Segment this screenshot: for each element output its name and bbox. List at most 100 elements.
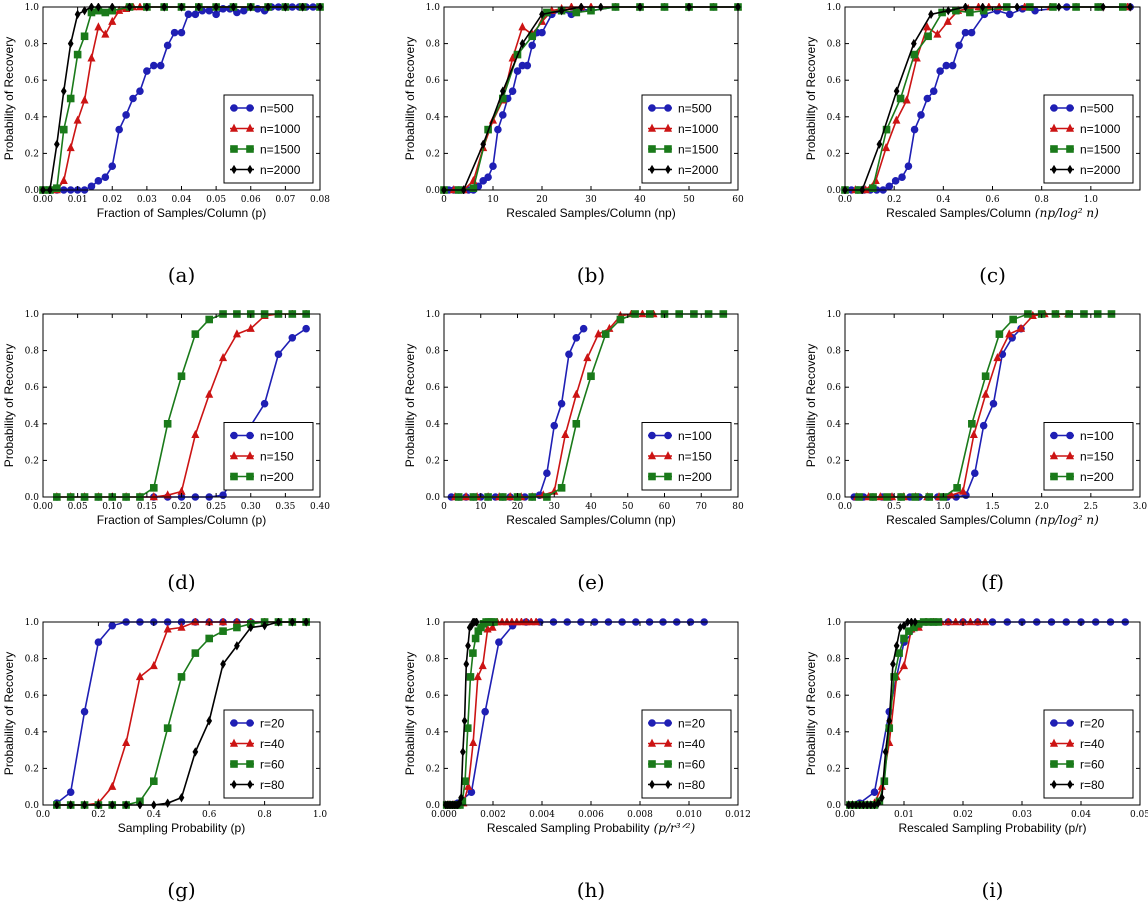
- data-point: [928, 9, 934, 19]
- legend-marker: [665, 779, 671, 790]
- x-tick-label: 0: [441, 502, 447, 512]
- legend-marker: [647, 451, 657, 460]
- legend-marker: [247, 164, 253, 175]
- data-point: [494, 125, 502, 134]
- legend-marker: [1066, 104, 1074, 112]
- axes-frame: [42, 621, 321, 806]
- panel-a: 0.00 0.01 0.02 0.03 0.04 0.05 0.06 0.07 0.08 0.0 0…: [2, 3, 330, 287]
- x-tick-label: 0.00: [33, 195, 53, 205]
- x-tick-label: 0.2: [887, 195, 901, 205]
- x-tick-label: 0.03: [1012, 810, 1032, 820]
- x-tick-label: 0.04: [1071, 810, 1091, 820]
- legend: n=500 n=1000 n=1500 n=2000: [641, 94, 732, 184]
- data-point: [579, 324, 588, 333]
- x-tick-label: 60: [659, 502, 671, 512]
- series-n-150: [450, 310, 658, 501]
- panel-b: 0 10 20 30 40 50 60 0.0 0.2 0.4 0.6 0.8 1.0 Rescaled …: [403, 3, 744, 287]
- x-axis-label-math: (p/r³ᐟ²): [654, 821, 696, 835]
- data-point: [461, 716, 468, 726]
- legend-item: r=20: [230, 717, 285, 731]
- data-point: [480, 139, 487, 149]
- x-tick-label: 0.04: [171, 195, 191, 205]
- data-point: [945, 5, 952, 16]
- legend-box: [223, 94, 314, 184]
- data-point: [122, 111, 130, 119]
- data-point: [234, 641, 240, 651]
- x-tick-label: 0.35: [275, 502, 295, 512]
- panel-caption: (i): [981, 878, 1003, 902]
- data-point: [904, 162, 913, 171]
- data-point: [108, 621, 117, 630]
- legend-marker: [1049, 451, 1059, 460]
- data-point: [882, 125, 891, 134]
- legend-marker: [648, 760, 656, 768]
- series-n-60: [442, 618, 498, 809]
- data-point: [191, 330, 200, 338]
- x-tick-label: 0.0: [838, 195, 853, 205]
- data-point: [260, 399, 269, 408]
- series-r-40: [848, 618, 990, 809]
- data-point: [87, 182, 96, 191]
- y-axis-label: Probability of Recovery: [804, 344, 818, 467]
- data-point: [955, 41, 963, 50]
- panel-e: 0 10 20 30 40 50 60 70 80 0.0 0.2 0.4 0.6 0.8 1.0 Resca…: [403, 310, 744, 594]
- legend-marker: [1050, 145, 1058, 153]
- data-point: [981, 389, 990, 398]
- data-point: [129, 94, 137, 103]
- data-point: [108, 162, 117, 171]
- legend-marker: [246, 472, 254, 481]
- data-point: [481, 707, 489, 716]
- legend-label: n=150: [1080, 450, 1114, 464]
- data-point: [1005, 10, 1014, 19]
- y-axis-label: Probability of Recovery: [804, 37, 818, 160]
- legend-item: n=1000: [647, 122, 719, 136]
- data-point: [910, 125, 919, 134]
- y-tick-label: 0.6: [25, 383, 40, 393]
- data-point: [74, 9, 81, 19]
- legend-item: n=200: [230, 470, 294, 484]
- data-point: [882, 143, 891, 152]
- legend-label: n=100: [260, 429, 294, 443]
- legend-marker: [649, 164, 655, 175]
- data-point: [518, 22, 527, 31]
- data-point: [163, 490, 172, 499]
- data-point: [550, 421, 559, 430]
- x-axis-label-text: Fraction of Samples/Column (p): [97, 513, 266, 527]
- data-point: [469, 737, 478, 746]
- legend-marker: [246, 145, 254, 153]
- x-tick-label: 0.004: [529, 810, 555, 820]
- data-point: [495, 638, 503, 646]
- panel-caption: (b): [577, 263, 605, 287]
- legend-item: n=1000: [229, 122, 301, 136]
- data-point: [206, 716, 213, 726]
- data-point: [149, 492, 158, 501]
- y-tick-label: 0.0: [827, 801, 842, 811]
- data-point: [73, 50, 82, 59]
- y-axis-label: Probability of Recovery: [2, 37, 16, 160]
- data-point: [898, 173, 906, 181]
- data-point: [59, 125, 68, 134]
- data-point: [191, 649, 200, 657]
- legend-label: n=1500: [260, 143, 301, 157]
- y-tick-label: 0.0: [25, 186, 40, 196]
- legend: r=20 r=40 r=60 r=80: [223, 709, 314, 799]
- legend-label: r=60: [1080, 758, 1105, 772]
- series-line: [455, 313, 654, 498]
- y-tick-label: 0.4: [827, 420, 842, 430]
- data-point: [177, 622, 186, 631]
- y-tick-label: 0.8: [25, 347, 40, 357]
- data-point: [464, 781, 473, 790]
- x-tick-label: 40: [585, 502, 597, 512]
- legend-item: n=100: [230, 429, 294, 443]
- y-tick-label: 0.0: [426, 493, 441, 503]
- y-tick-label: 1.0: [25, 310, 40, 320]
- legend-marker: [245, 738, 255, 747]
- x-tick-label: 0.01: [894, 810, 914, 820]
- legend-item: n=2000: [1050, 163, 1121, 177]
- data-point: [924, 32, 932, 41]
- x-tick-label: 1.0: [936, 502, 951, 512]
- data-point: [538, 28, 546, 37]
- y-tick-label: 0.0: [827, 186, 842, 196]
- legend-marker: [1049, 123, 1059, 132]
- x-tick-label: 0.10: [102, 502, 122, 512]
